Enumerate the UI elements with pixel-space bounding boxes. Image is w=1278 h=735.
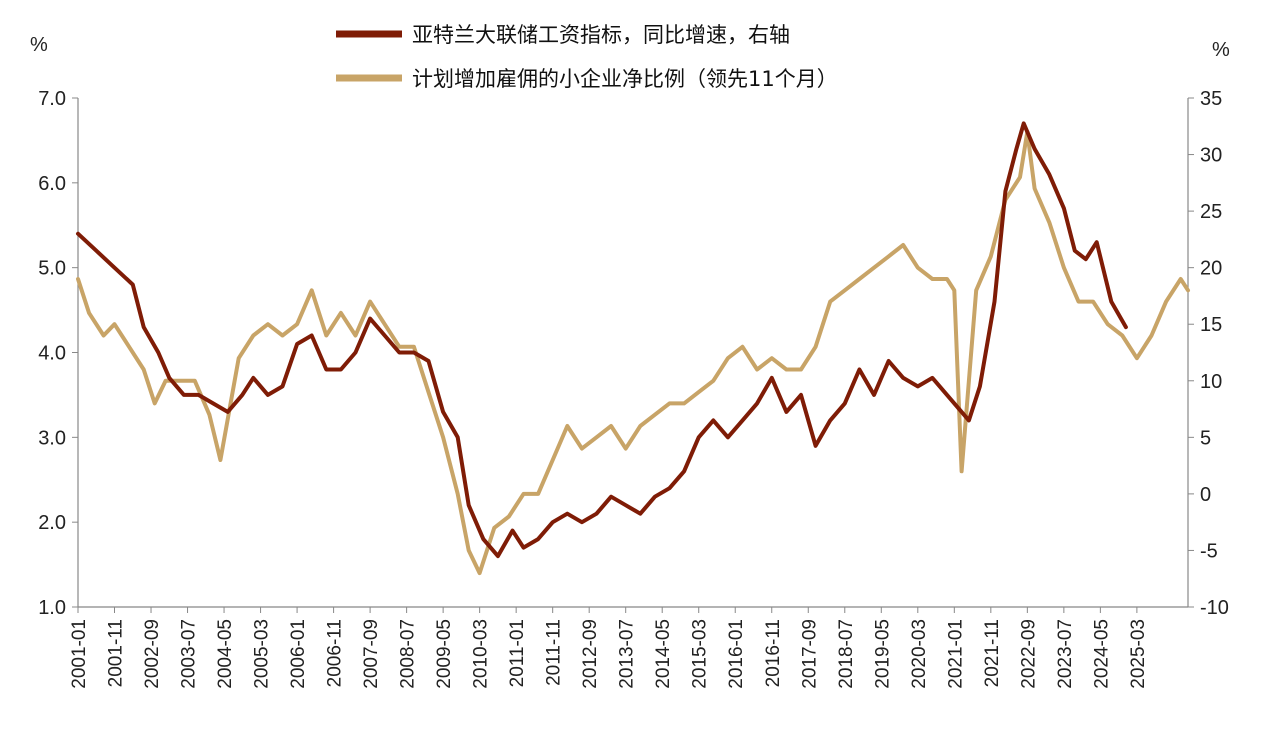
- x-axis-tick-label: 2012-09: [580, 619, 601, 689]
- right-axis-tick-label: -10: [1200, 597, 1229, 619]
- x-axis-tick-label: 2006-01: [288, 619, 309, 689]
- series-layer: [76, 121, 1190, 576]
- left-axis-tick-label: 5.0: [38, 258, 66, 280]
- x-axis-tick-label: 2021-01: [945, 619, 966, 689]
- series-line-hiring-plans: [76, 129, 1190, 576]
- right-axis-tick-label: 5: [1200, 427, 1211, 449]
- axes: 7.0 6.0 5.0 4.0 3.0 2.0 1.0 35 30 25 20 15 10 5 0 -5 -10…: [38, 88, 1229, 689]
- right-axis-tick-label: 15: [1200, 314, 1222, 336]
- x-axis-tick-label: 2017-09: [799, 619, 820, 689]
- x-axis-tick-label: 2003-07: [179, 619, 200, 689]
- x-axis-tick-label: 2005-03: [252, 619, 273, 689]
- x-axis-tick-label: 2021-11: [982, 619, 1003, 687]
- x-axis-tick-label: 2016-01: [726, 619, 747, 689]
- x-axis-tick-label: 2020-03: [909, 619, 930, 689]
- legend-label-wage: 亚特兰大联储工资指标，同比增速，右轴: [412, 23, 790, 47]
- x-axis-tick-label: 2023-07: [1055, 619, 1076, 689]
- x-axis-tick-label: 2008-07: [398, 619, 419, 689]
- x-axis-tick-label: 2006-11: [325, 619, 346, 687]
- x-axis-tick-label: 2018-07: [836, 619, 857, 689]
- legend-label-hiring: 计划增加雇佣的小企业净比例（领先11个月）: [412, 67, 838, 91]
- left-axis-tick-label: 3.0: [38, 427, 66, 449]
- x-axis-tick-label: 2013-07: [617, 619, 638, 689]
- left-axis-tick-label: 7.0: [38, 88, 66, 110]
- x-axis-tick-label: 2002-09: [142, 619, 163, 689]
- x-axis-tick-label: 2001-11: [106, 619, 127, 687]
- right-axis-tick-label: 35: [1200, 88, 1222, 110]
- right-axis-tick-label: 25: [1200, 201, 1222, 223]
- right-axis-unit: %: [1212, 39, 1230, 61]
- x-axis-tick-label: 2019-05: [872, 619, 893, 689]
- x-axis-tick-label: 2011-01: [507, 619, 528, 687]
- x-axis-tick-label: 2014-05: [653, 619, 674, 689]
- right-axis-tick-label: 20: [1200, 258, 1222, 280]
- series-line-wage-growth: [76, 121, 1128, 559]
- left-axis-tick-label: 1.0: [38, 597, 66, 619]
- x-axis-tick-label: 2007-09: [361, 619, 382, 689]
- x-axis-tick-label: 2022-09: [1018, 619, 1039, 689]
- x-axis-tick-label: 2016-11: [763, 619, 784, 687]
- left-axis-tick-label: 6.0: [38, 173, 66, 195]
- left-axis-tick-label: 4.0: [38, 343, 66, 365]
- x-axis-tick-label: 2025-03: [1128, 619, 1149, 689]
- right-axis-tick-label: 10: [1200, 371, 1222, 393]
- right-axis-tick-label: 30: [1200, 145, 1222, 167]
- x-axis-tick-label: 2011-11: [544, 619, 565, 686]
- x-axis-tick-label: 2004-05: [215, 619, 236, 689]
- left-axis-tick-label: 2.0: [38, 512, 66, 534]
- right-axis-tick-label: 0: [1200, 484, 1211, 506]
- left-axis-unit: %: [30, 34, 48, 56]
- x-axis-tick-label: 2024-05: [1091, 619, 1112, 689]
- x-axis-tick-label: 2010-03: [471, 619, 492, 689]
- x-axis-tick-label: 2009-05: [434, 619, 455, 689]
- legend: 亚特兰大联储工资指标，同比增速，右轴 计划增加雇佣的小企业净比例（领先11个月）: [336, 23, 838, 91]
- right-axis-tick-label: -5: [1200, 540, 1218, 562]
- x-axis-tick-label: 2015-03: [690, 619, 711, 689]
- x-axis-tick-label: 2001-01: [69, 619, 90, 689]
